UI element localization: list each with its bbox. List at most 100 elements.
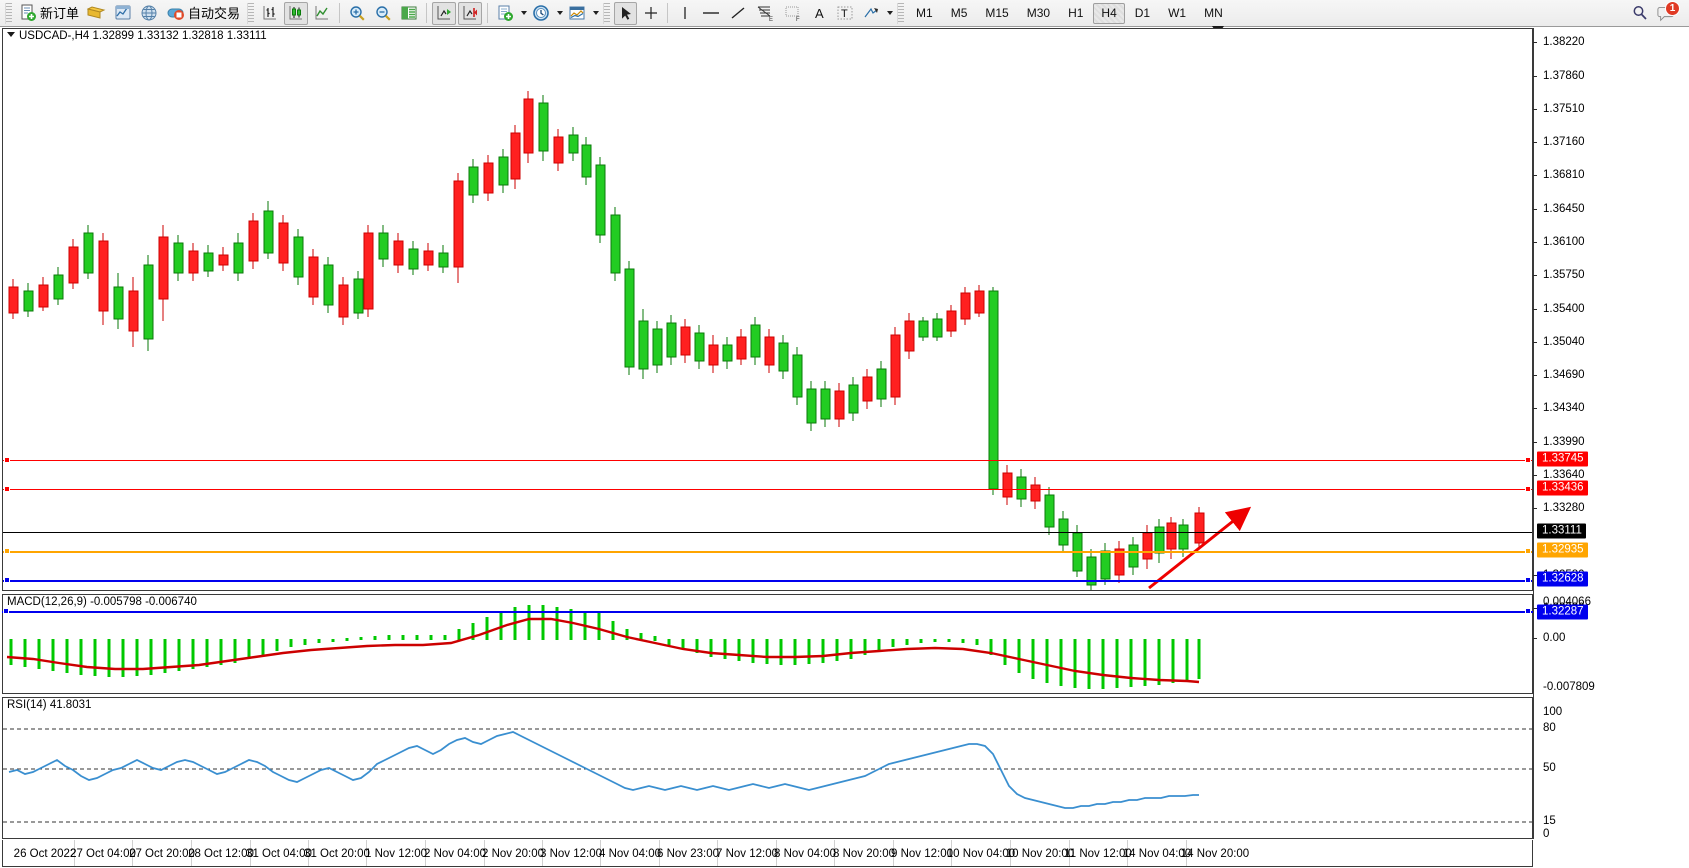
auto-scroll-button[interactable]	[432, 1, 457, 25]
time-label: 31 Oct 20:00	[304, 848, 370, 860]
time-axis[interactable]: 26 Oct 2022 27 Oct 04:00 27 Oct 20:00 28…	[2, 840, 1533, 867]
rsi-pane[interactable]: RSI(14) 41.8031	[2, 697, 1533, 839]
entry-line-handle-left[interactable]	[4, 548, 10, 554]
price-tag-support-1[interactable]: 1.32628	[1537, 571, 1588, 587]
toolbar-grip-3[interactable]	[603, 2, 611, 24]
indicators-list-button[interactable]	[565, 2, 589, 25]
auto-scroll-icon	[437, 6, 452, 20]
toolbar-separator-1	[339, 3, 341, 23]
search-button[interactable]	[1628, 2, 1652, 25]
vertical-line-tool[interactable]	[673, 2, 696, 25]
expert-advisors-button[interactable]	[84, 2, 109, 25]
zoom-out-button[interactable]	[371, 2, 395, 25]
timeframe-mn[interactable]: MN	[1204, 6, 1223, 20]
price-tick: 1.35750	[1543, 269, 1585, 281]
equidistant-channel-tool[interactable]: F	[780, 2, 806, 25]
chart-menu-caret-icon[interactable]	[7, 32, 15, 38]
text-icon: A	[815, 6, 824, 21]
autotrading-button[interactable]: 自动交易	[163, 2, 243, 25]
support-line-2[interactable]	[2, 611, 1533, 613]
time-label: 27 Oct 04:00	[70, 848, 136, 860]
resistance-line-2-handle-right[interactable]	[1525, 486, 1531, 492]
candle-chart-button[interactable]	[284, 1, 309, 25]
fibonacci-tool[interactable]: E	[752, 2, 778, 25]
price-tick: 1.34690	[1543, 369, 1585, 381]
templates-button[interactable]	[493, 2, 517, 25]
time-label: 9 Nov 12:00	[890, 848, 954, 860]
resistance-line-1[interactable]	[3, 460, 1532, 461]
indicators-button[interactable]	[111, 2, 135, 25]
entry-line[interactable]	[3, 551, 1532, 553]
arrows-icon	[864, 7, 879, 18]
line-chart-icon	[315, 6, 329, 20]
resistance-line-2[interactable]	[3, 489, 1532, 490]
toolbar-grip-2[interactable]	[247, 2, 255, 24]
rsi-line	[8, 731, 1199, 809]
text-label-tool[interactable]: T	[833, 2, 857, 25]
text-label-icon: T	[837, 6, 853, 20]
strategy-tester-button[interactable]	[137, 2, 161, 25]
resistance-line-1-handle-right[interactable]	[1525, 457, 1531, 463]
price-tick: 1.34340	[1543, 402, 1585, 414]
crosshair-tool[interactable]	[639, 2, 662, 25]
cursor-tool[interactable]	[614, 1, 638, 25]
periodicity-dropdown-caret[interactable]	[557, 11, 564, 15]
price-tag-support-2[interactable]: 1.32287	[1537, 604, 1588, 620]
arrows-dropdown-caret[interactable]	[887, 11, 894, 15]
resistance-line-2-handle-left[interactable]	[4, 486, 10, 492]
trendline-tool[interactable]	[726, 2, 750, 25]
notifications-button[interactable]: 1	[1654, 1, 1680, 24]
bar-chart-button[interactable]	[258, 2, 282, 25]
candlestick-series	[8, 91, 1205, 590]
chart-shift-button[interactable]	[458, 1, 483, 25]
price-tag-resistance-2[interactable]: 1.33436	[1537, 480, 1588, 496]
rsi-tick: 50	[1543, 762, 1556, 774]
timeframe-h1[interactable]: H1	[1068, 6, 1084, 20]
rsi-axis: 100 80 50 15 0	[1533, 697, 1689, 840]
periodicity-button[interactable]	[529, 2, 553, 25]
bar-chart-icon	[263, 6, 277, 20]
channel-icon: F	[785, 6, 800, 22]
support-line-1[interactable]	[3, 580, 1532, 582]
timeframe-m15[interactable]: M15	[985, 6, 1009, 20]
templates-dropdown-caret[interactable]	[521, 11, 528, 15]
toolbar-grip-1[interactable]	[5, 2, 12, 24]
price-tag-entry[interactable]: 1.32935	[1537, 542, 1588, 558]
candlestick-icon	[289, 6, 303, 20]
resistance-line-1-handle-left[interactable]	[4, 457, 10, 463]
new-order-button[interactable]: 新订单	[16, 2, 82, 25]
template-icon	[498, 5, 514, 21]
indicators-dropdown-caret[interactable]	[593, 11, 600, 15]
price-tick: 1.37860	[1543, 70, 1585, 82]
price-tag-resistance-1[interactable]: 1.33745	[1537, 451, 1588, 467]
macd-pane[interactable]: MACD(12,26,9) -0.005798 -0.006740	[2, 594, 1533, 694]
timeframe-h4[interactable]: H4	[1093, 2, 1125, 24]
timeframe-d1[interactable]: D1	[1134, 6, 1151, 20]
bullish-arrow[interactable]	[3, 29, 1533, 591]
arrows-tool[interactable]	[859, 2, 883, 25]
price-tag-current: 1.33111	[1537, 523, 1586, 539]
time-label: 1 Nov 12:00	[364, 848, 428, 860]
price-axis[interactable]: 1.38220 1.37860 1.37510 1.37160 1.36810 …	[1533, 28, 1689, 620]
time-label: 7 Nov 12:00	[715, 848, 779, 860]
data-window-button[interactable]	[397, 2, 421, 25]
line-chart-button[interactable]	[310, 2, 334, 25]
support-line-2-handle-left[interactable]	[3, 608, 9, 614]
horizontal-line-tool[interactable]	[698, 2, 724, 25]
price-tick: 1.35400	[1543, 303, 1585, 315]
support-line-1-handle-left[interactable]	[4, 577, 10, 583]
timeframe-w1[interactable]: W1	[1168, 6, 1187, 20]
toolbar-separator-3	[487, 3, 489, 23]
timeframe-m30[interactable]: M30	[1026, 6, 1051, 20]
timeframe-m1[interactable]: M1	[916, 6, 933, 20]
support-line-1-handle-right[interactable]	[1525, 577, 1531, 583]
toolbar-grip-4[interactable]	[897, 2, 905, 24]
main-toolbar: 新订单 自动交易	[0, 0, 1689, 27]
support-line-2-handle-right[interactable]	[1525, 608, 1531, 614]
entry-line-handle-right[interactable]	[1525, 548, 1531, 554]
timeframe-m5[interactable]: M5	[950, 6, 968, 20]
toolbar-separator-4	[667, 3, 669, 23]
text-tool[interactable]: A	[808, 2, 831, 25]
zoom-in-button[interactable]	[345, 2, 369, 25]
price-pane[interactable]: USDCAD-,H4 1.32899 1.33132 1.32818 1.331…	[2, 28, 1533, 591]
